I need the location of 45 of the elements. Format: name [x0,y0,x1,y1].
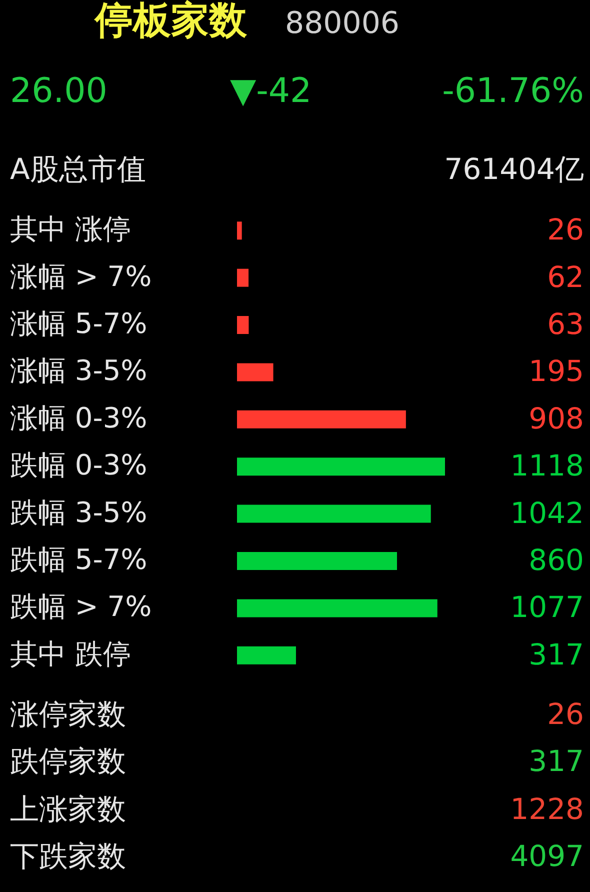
chart-title: 停板家数 [93,0,248,42]
data-label: 1042 [510,496,584,530]
data-label: 62 [547,260,584,294]
data-label: 195 [528,354,584,388]
text: 涨停家数 [10,697,126,731]
y-tick-label: 涨幅 5-7% [10,307,148,340]
y-tick-label: 跌幅 5-7% [10,543,148,576]
y-tick-label: 涨幅 0-3% [10,401,148,434]
y-tick-label: 涨幅 3-5% [10,354,148,388]
text: 26 [547,697,584,731]
bar [237,458,445,476]
data-label: 860 [528,543,584,577]
bar [237,646,296,664]
chart-subtitle: 880006 [285,6,400,41]
text: 下跌家数 [10,839,126,873]
text: 1228 [510,792,584,826]
text: 317 [528,744,584,778]
data-label: 26 [547,212,584,247]
text: 4097 [510,839,584,873]
text: 上涨家数 [10,792,126,826]
y-tick-label: 跌幅 > 7% [10,590,152,624]
text: ▼-42 [230,71,312,111]
data-label: 1118 [510,448,584,483]
y-tick-label: 涨幅 > 7% [10,260,152,293]
text: 26.00 [10,71,108,111]
data-label: 63 [547,307,584,341]
data-label: 1077 [510,590,584,624]
bar [237,222,242,240]
bar [237,504,431,523]
bar [237,552,397,570]
text: -61.76% [442,71,584,111]
bar [237,363,274,382]
y-tick-label: 其中 跌停 [10,637,131,670]
y-tick-label: 其中 涨停 [10,212,131,246]
data-label: 908 [528,401,584,436]
text: 跌停家数 [10,744,126,778]
bar [237,268,249,287]
data-label: 317 [528,637,584,672]
bar [237,410,406,428]
bar [237,599,438,618]
text: A股总市值 [10,152,146,186]
bar [237,316,249,334]
y-tick-label: 跌幅 3-5% [10,496,148,529]
text: 761404亿 [444,152,584,186]
y-tick-label: 跌幅 0-3% [10,448,148,482]
